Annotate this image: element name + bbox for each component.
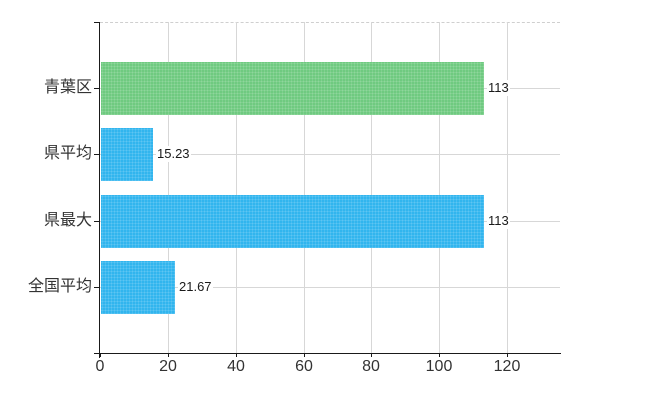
gridline-vertical (236, 22, 237, 353)
bar (101, 261, 175, 314)
x-tick-label: 100 (425, 358, 453, 375)
x-axis-line (94, 353, 561, 354)
category-label: 県最大 (43, 212, 92, 229)
x-tick-label: 20 (159, 358, 177, 375)
x-axis-tick (507, 353, 508, 357)
gridline-vertical (507, 22, 508, 353)
gridline-vertical (371, 22, 372, 353)
gridline-horizontal (100, 287, 560, 288)
x-tick-label: 40 (227, 358, 245, 375)
y-axis-tick (94, 154, 100, 155)
bar (101, 195, 484, 248)
bar-value-label: 113 (487, 213, 510, 229)
x-axis-tick (439, 353, 440, 357)
y-axis-tick (94, 221, 100, 222)
bar-value-label: 21.67 (178, 279, 213, 295)
category-label: 全国平均 (27, 278, 92, 295)
bar (101, 62, 484, 115)
plot-top-border (100, 22, 560, 23)
gridline-horizontal (100, 154, 560, 155)
y-axis-line (99, 22, 100, 358)
x-tick-label: 60 (295, 358, 313, 375)
gridline-vertical (168, 22, 169, 353)
gridline-vertical (439, 22, 440, 353)
bar-value-label: 113 (487, 80, 510, 96)
y-axis-tick (94, 88, 100, 89)
bar (101, 128, 153, 181)
category-label: 青葉区 (43, 79, 92, 96)
x-axis-tick (371, 353, 372, 357)
category-label: 県平均 (43, 145, 92, 162)
x-axis-tick (168, 353, 169, 357)
plot-area: 113 15.23 113 21.67 (100, 22, 560, 353)
gridline-vertical (304, 22, 305, 353)
x-axis-tick (100, 353, 101, 357)
bar-value-label: 15.23 (156, 146, 191, 162)
x-tick-label: 0 (95, 358, 105, 375)
x-axis-tick (236, 353, 237, 357)
y-axis-tick (94, 287, 100, 288)
y-axis-tick (94, 22, 100, 23)
x-axis-tick (304, 353, 305, 357)
x-tick-label: 120 (493, 358, 521, 375)
x-tick-label: 80 (362, 358, 380, 375)
